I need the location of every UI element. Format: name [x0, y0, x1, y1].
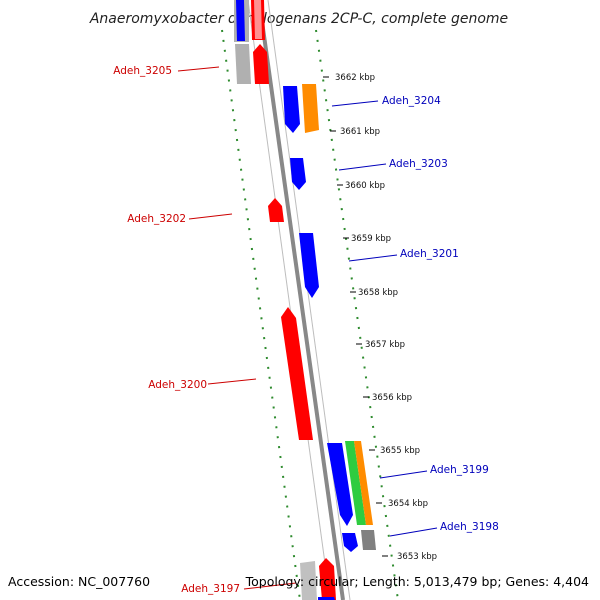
- genome-backbone: [257, 0, 345, 600]
- gene-arrow[interactable]: [327, 443, 353, 526]
- gene-label[interactable]: Adeh_3204: [382, 95, 441, 107]
- gene-label[interactable]: Adeh_3198: [440, 521, 499, 533]
- tick-label: 3658 kbp: [358, 288, 398, 298]
- gene-leader-line: [338, 163, 387, 171]
- gene-leader-line: [389, 527, 438, 537]
- gene-label[interactable]: Adeh_3205: [113, 65, 172, 77]
- gene-leader-line: [379, 470, 428, 479]
- gene-label[interactable]: Adeh_3203: [389, 158, 448, 170]
- track-border-left: [247, 0, 331, 600]
- gene-arrow[interactable]: [302, 84, 319, 133]
- gene-arrow[interactable]: [290, 158, 306, 190]
- gene-arrow[interactable]: [354, 441, 373, 525]
- tick-marks: [323, 76, 388, 557]
- gene-arrow[interactable]: [361, 530, 376, 550]
- gene-leader-line: [331, 100, 379, 107]
- tick-label: 3657 kbp: [365, 340, 405, 350]
- gene-arrow[interactable]: [299, 233, 319, 298]
- tick-label: 3655 kbp: [380, 446, 420, 456]
- tick-label: 3660 kbp: [345, 181, 385, 191]
- gene-arrow[interactable]: [235, 44, 251, 84]
- gene-arrow[interactable]: [283, 86, 300, 133]
- gene-arrow[interactable]: [281, 307, 313, 440]
- tick-label: 3654 kbp: [388, 499, 428, 509]
- gene-label[interactable]: Adeh_3201: [400, 248, 459, 260]
- accession-text: Accession: NC_007760: [8, 574, 150, 589]
- gene-leader-line: [177, 66, 220, 72]
- tick-label: 3662 kbp: [335, 73, 375, 83]
- tick-label: 3653 kbp: [397, 552, 437, 562]
- gene-leader-line: [243, 582, 297, 590]
- gene-arrow[interactable]: [300, 561, 317, 600]
- tick-label: 3659 kbp: [351, 234, 391, 244]
- gene-arrow[interactable]: [318, 597, 335, 600]
- gene-arrow[interactable]: [253, 44, 269, 84]
- gene-label[interactable]: Adeh_3199: [430, 464, 489, 476]
- gene-label[interactable]: Adeh_3200: [148, 379, 207, 391]
- gene-arrow[interactable]: [236, 0, 245, 41]
- tick-label: 3656 kbp: [372, 393, 412, 403]
- gene-arrow[interactable]: [254, 0, 262, 39]
- track-border-right: [267, 0, 351, 600]
- gene-label[interactable]: Adeh_3197: [181, 583, 240, 595]
- gene-leader-line: [188, 213, 233, 220]
- gene-arrow[interactable]: [319, 558, 336, 600]
- tick-label: 3661 kbp: [340, 127, 380, 137]
- gene-arrow[interactable]: [342, 533, 358, 552]
- gene-leader-line: [207, 378, 257, 385]
- gene-arrow[interactable]: [268, 198, 284, 222]
- gene-label[interactable]: Adeh_3202: [127, 213, 186, 225]
- gene-arrow[interactable]: [345, 441, 366, 525]
- topology-text: Topology: circular; Length: 5,013,479 bp…: [245, 574, 589, 589]
- gene-leader-line: [348, 254, 398, 262]
- map-title: Anaeromyxobacter dehalogenans 2CP-C, com…: [89, 11, 508, 27]
